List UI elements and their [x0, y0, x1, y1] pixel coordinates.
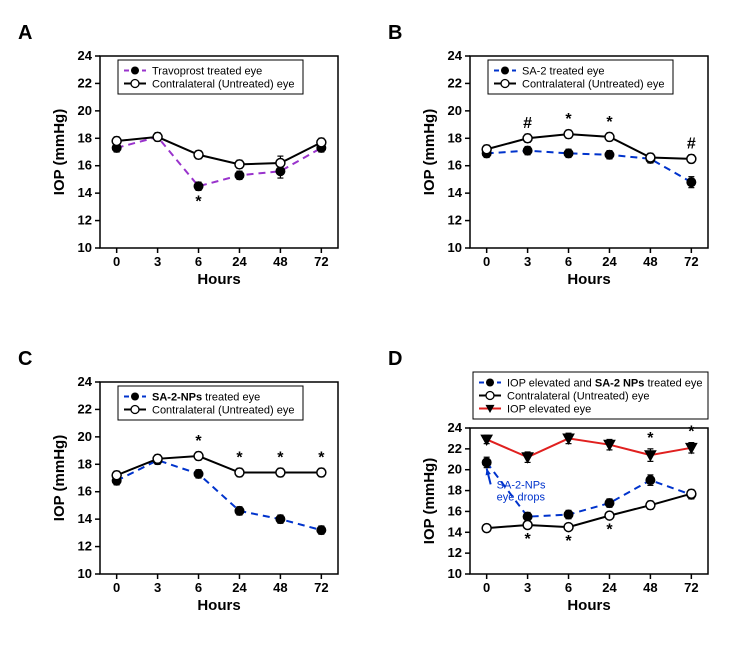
svg-text:12: 12	[78, 539, 92, 554]
svg-text:18: 18	[78, 456, 92, 471]
svg-text:48: 48	[643, 580, 657, 595]
svg-text:0: 0	[483, 580, 490, 595]
svg-text:20: 20	[448, 103, 462, 118]
svg-text:20: 20	[78, 429, 92, 444]
panel-label-D: D	[388, 348, 402, 371]
svg-text:#: #	[687, 136, 696, 153]
svg-text:24: 24	[602, 254, 617, 269]
svg-text:3: 3	[154, 580, 161, 595]
svg-text:22: 22	[78, 75, 92, 90]
svg-text:SA-2 treated eye: SA-2 treated eye	[522, 66, 605, 78]
svg-text:20: 20	[448, 462, 462, 477]
svg-text:IOP (mmHg): IOP (mmHg)	[51, 435, 68, 521]
svg-text:24: 24	[232, 580, 247, 595]
svg-text:Contralateral (Untreated) eye: Contralateral (Untreated) eye	[152, 79, 294, 91]
svg-text:48: 48	[273, 580, 287, 595]
svg-text:18: 18	[448, 483, 462, 498]
svg-text:72: 72	[314, 254, 328, 269]
svg-text:12: 12	[448, 545, 462, 560]
svg-text:10: 10	[78, 240, 92, 255]
svg-text:14: 14	[448, 185, 463, 200]
svg-text:24: 24	[78, 48, 93, 63]
figure-container: A 10 12 14 16 18 20 22 24 0 3 6 24 48 72 Hours IOP (mmHg…	[0, 0, 738, 651]
svg-text:72: 72	[684, 580, 698, 595]
svg-text:12: 12	[448, 213, 462, 228]
svg-text:IOP (mmHg): IOP (mmHg)	[421, 109, 438, 195]
svg-text:24: 24	[232, 254, 247, 269]
svg-text:6: 6	[195, 254, 202, 269]
svg-text:Contralateral (Untreated) eye: Contralateral (Untreated) eye	[507, 391, 649, 403]
svg-text:SA-2-NPs treated eye: SA-2-NPs treated eye	[152, 392, 260, 404]
svg-text:22: 22	[448, 441, 462, 456]
svg-text:*: *	[318, 449, 325, 466]
panel-label-A: A	[18, 22, 32, 45]
svg-text:0: 0	[113, 580, 120, 595]
chart-C: 10 12 14 16 18 20 22 24 0 3 6 24 48 72 Hours IOP (mmHg)…	[48, 370, 348, 620]
svg-text:18: 18	[78, 130, 92, 145]
svg-text:16: 16	[448, 158, 462, 173]
svg-text:24: 24	[448, 420, 463, 435]
svg-text:6: 6	[195, 580, 202, 595]
svg-text:IOP (mmHg): IOP (mmHg)	[421, 458, 438, 544]
svg-text:#: #	[523, 115, 532, 132]
svg-text:72: 72	[684, 254, 698, 269]
svg-text:Hours: Hours	[567, 597, 610, 614]
svg-text:24: 24	[448, 48, 463, 63]
svg-text:14: 14	[448, 524, 463, 539]
svg-text:Contralateral (Untreated) eye: Contralateral (Untreated) eye	[522, 79, 664, 91]
svg-text:14: 14	[78, 185, 93, 200]
svg-text:0: 0	[483, 254, 490, 269]
svg-text:Hours: Hours	[197, 597, 240, 614]
svg-text:*: *	[195, 433, 202, 450]
svg-text:3: 3	[524, 580, 531, 595]
svg-text:6: 6	[565, 580, 572, 595]
svg-text:Contralateral (Untreated) eye: Contralateral (Untreated) eye	[152, 405, 294, 417]
chart-B: 10 12 14 16 18 20 22 24 0 3 6 24 48 72 Hours IOP (mmHg)…	[418, 44, 718, 294]
svg-text:*: *	[524, 531, 531, 548]
svg-text:Hours: Hours	[197, 271, 240, 288]
panel-label-B: B	[388, 22, 402, 45]
svg-text:10: 10	[78, 566, 92, 581]
svg-text:72: 72	[314, 580, 328, 595]
svg-text:IOP elevated eye: IOP elevated eye	[507, 404, 591, 416]
svg-text:SA-2-NPs: SA-2-NPs	[497, 479, 546, 491]
svg-text:*: *	[565, 533, 572, 550]
svg-text:*: *	[606, 522, 613, 539]
svg-text:*: *	[277, 449, 284, 466]
svg-text:14: 14	[78, 511, 93, 526]
svg-text:10: 10	[448, 566, 462, 581]
svg-text:20: 20	[78, 103, 92, 118]
svg-text:*: *	[647, 430, 654, 447]
svg-text:*: *	[195, 193, 202, 210]
svg-text:eye drops: eye drops	[497, 491, 546, 503]
chart-D: 10 12 14 16 18 20 22 24 0 3 6 24 48 72 Hours IOP (mmHg)…	[418, 370, 718, 620]
svg-text:24: 24	[602, 580, 617, 595]
svg-text:48: 48	[643, 254, 657, 269]
svg-text:16: 16	[448, 503, 462, 518]
svg-text:*: *	[606, 114, 613, 131]
svg-text:*: *	[688, 424, 695, 441]
chart-A: 10 12 14 16 18 20 22 24 0 3 6 24 48 72 Hours IOP (mmHg)…	[48, 44, 348, 294]
svg-text:Hours: Hours	[567, 271, 610, 288]
svg-text:16: 16	[78, 158, 92, 173]
svg-text:48: 48	[273, 254, 287, 269]
svg-text:0: 0	[113, 254, 120, 269]
svg-text:IOP elevated and SA-2 NPs trea: IOP elevated and SA-2 NPs treated eye	[507, 378, 703, 390]
svg-text:24: 24	[78, 374, 93, 389]
svg-text:10: 10	[448, 240, 462, 255]
panel-label-C: C	[18, 348, 32, 371]
svg-text:12: 12	[78, 213, 92, 228]
svg-text:*: *	[236, 449, 243, 466]
svg-text:22: 22	[78, 401, 92, 416]
svg-text:3: 3	[154, 254, 161, 269]
svg-text:IOP (mmHg): IOP (mmHg)	[51, 109, 68, 195]
svg-text:22: 22	[448, 75, 462, 90]
svg-text:*: *	[565, 111, 572, 128]
svg-text:3: 3	[524, 254, 531, 269]
svg-text:16: 16	[78, 484, 92, 499]
svg-text:18: 18	[448, 130, 462, 145]
svg-text:6: 6	[565, 254, 572, 269]
svg-text:Travoprost treated eye: Travoprost treated eye	[152, 66, 262, 78]
